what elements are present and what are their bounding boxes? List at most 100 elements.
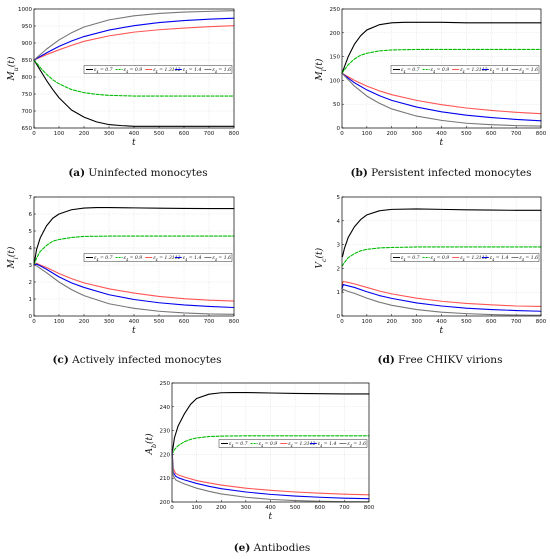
series-line [33, 59, 235, 127]
tick-label-x: 600 [486, 319, 497, 325]
tick-label-x: 800 [229, 319, 240, 325]
legend-label: ε4 = 1.6 [212, 255, 231, 262]
series-line [33, 10, 235, 61]
tick-label-y: 230 [160, 429, 171, 435]
tick-label-y: 1000 [18, 7, 32, 13]
tick-label-y: 4 [29, 246, 33, 252]
tick-label-x: 700 [204, 131, 215, 137]
series-line [33, 262, 235, 302]
y-axis-label: Mi(t) [6, 246, 20, 269]
tick-label-x: 0 [340, 131, 344, 137]
panel-caption: (a) Uninfected monocytes [68, 167, 207, 179]
tick-label-y: 2 [337, 266, 341, 272]
tick-label-x: 300 [104, 319, 115, 325]
legend-box [218, 439, 368, 448]
panel-caption: (b) Persistent infected monocytes [351, 167, 532, 179]
series-line [341, 208, 542, 258]
tick-label-y: 7 [29, 195, 33, 201]
tick-label-x: 300 [411, 319, 422, 325]
tick-label-x: 300 [241, 505, 252, 511]
tick-label-y: 50 [333, 102, 340, 108]
tick-label-y: 1 [337, 290, 341, 296]
series-line [341, 48, 542, 74]
tick-label-x: 100 [362, 319, 373, 325]
legend-label: ε4 = 0.7 [229, 441, 248, 448]
tick-label-y: 240 [160, 405, 171, 411]
tick-label-y: 3 [337, 243, 341, 249]
series-line [33, 17, 235, 61]
x-axis-label: t [132, 326, 136, 336]
tick-label-x: 100 [362, 131, 373, 137]
legend-label: ε4 = 0.7 [401, 255, 420, 262]
legend-box [390, 65, 540, 74]
tick-label-x: 500 [154, 319, 165, 325]
series-line [341, 280, 542, 308]
legend-label: ε4 = 0.9 [124, 67, 143, 74]
tick-label-x: 500 [290, 505, 301, 511]
tick-label-x: 200 [387, 131, 398, 137]
tick-label-x: 200 [387, 319, 398, 325]
tick-label-x: 500 [154, 131, 165, 137]
legend-label: ε4 = 0.7 [94, 67, 113, 74]
tick-label-y: 210 [160, 476, 171, 482]
tick-label-y: 950 [22, 24, 33, 30]
legend-label: ε4 = 0.7 [94, 255, 113, 262]
series-line [341, 284, 542, 312]
tick-label-y: 3 [29, 263, 33, 269]
tick-label-x: 400 [129, 131, 140, 137]
series-line [33, 264, 235, 315]
series-line [341, 21, 542, 74]
legend-label: ε4 = 1.3112 [288, 441, 315, 448]
tick-label-x: 100 [54, 319, 65, 325]
plot-frame [341, 8, 542, 129]
tick-label-y: 1 [29, 297, 33, 303]
series-line [33, 206, 235, 266]
tick-label-x: 700 [511, 319, 522, 325]
tick-label-x: 200 [216, 505, 227, 511]
tick-label-x: 200 [79, 319, 90, 325]
legend: ε4 = 0.7 ε4 = 0.9 ε4 = 1.3112 ε4 = 1.4 ε4 = … [390, 253, 540, 262]
tick-label-x: 100 [191, 505, 202, 511]
series-line [341, 288, 542, 316]
tick-label-x: 0 [170, 505, 174, 511]
tick-label-y: 700 [22, 109, 33, 115]
legend-label: ε4 = 0.7 [401, 67, 420, 74]
plot-frame [171, 382, 370, 503]
y-axis-label: Mu(t) [6, 56, 20, 81]
series-line [33, 59, 235, 97]
tick-label-y: 0 [337, 314, 341, 320]
tick-label-y: 750 [22, 92, 33, 98]
tick-label-y: 900 [22, 41, 33, 47]
tick-label-y: 100 [330, 78, 341, 84]
legend-label: ε4 = 1.6 [519, 255, 538, 262]
x-axis-label: t [269, 512, 273, 522]
tick-label-x: 0 [340, 319, 344, 325]
legend-box [83, 65, 233, 74]
tick-label-x: 600 [179, 131, 190, 137]
tick-label-x: 100 [54, 131, 65, 137]
series-line [341, 246, 542, 267]
panel-caption: (e) Antibodies [234, 542, 311, 554]
tick-label-x: 800 [536, 319, 547, 325]
legend-label: ε4 = 1.3112 [153, 67, 180, 74]
tick-label-y: 5 [337, 195, 341, 201]
tick-label-x: 700 [339, 505, 350, 511]
tick-label-y: 5 [29, 229, 33, 235]
legend-label: ε4 = 1.3112 [460, 255, 487, 262]
legend-box [390, 253, 540, 262]
legend-label: ε4 = 0.9 [431, 67, 450, 74]
tick-label-x: 700 [511, 131, 522, 137]
tick-label-x: 300 [104, 131, 115, 137]
tick-label-y: 250 [160, 381, 171, 387]
legend-label: ε4 = 1.4 [490, 255, 509, 262]
tick-label-x: 400 [265, 505, 276, 511]
legend: ε4 = 0.7 ε4 = 0.9 ε4 = 1.3112 ε4 = 1.4 ε4 = … [83, 65, 233, 74]
legend-label: ε4 = 0.9 [259, 441, 278, 448]
series-line [171, 449, 370, 496]
tick-label-x: 500 [461, 319, 472, 325]
x-axis-label: t [440, 138, 444, 148]
y-axis-label: Ab(t) [144, 433, 158, 456]
tick-label-x: 200 [79, 131, 90, 137]
series-line [171, 435, 370, 455]
